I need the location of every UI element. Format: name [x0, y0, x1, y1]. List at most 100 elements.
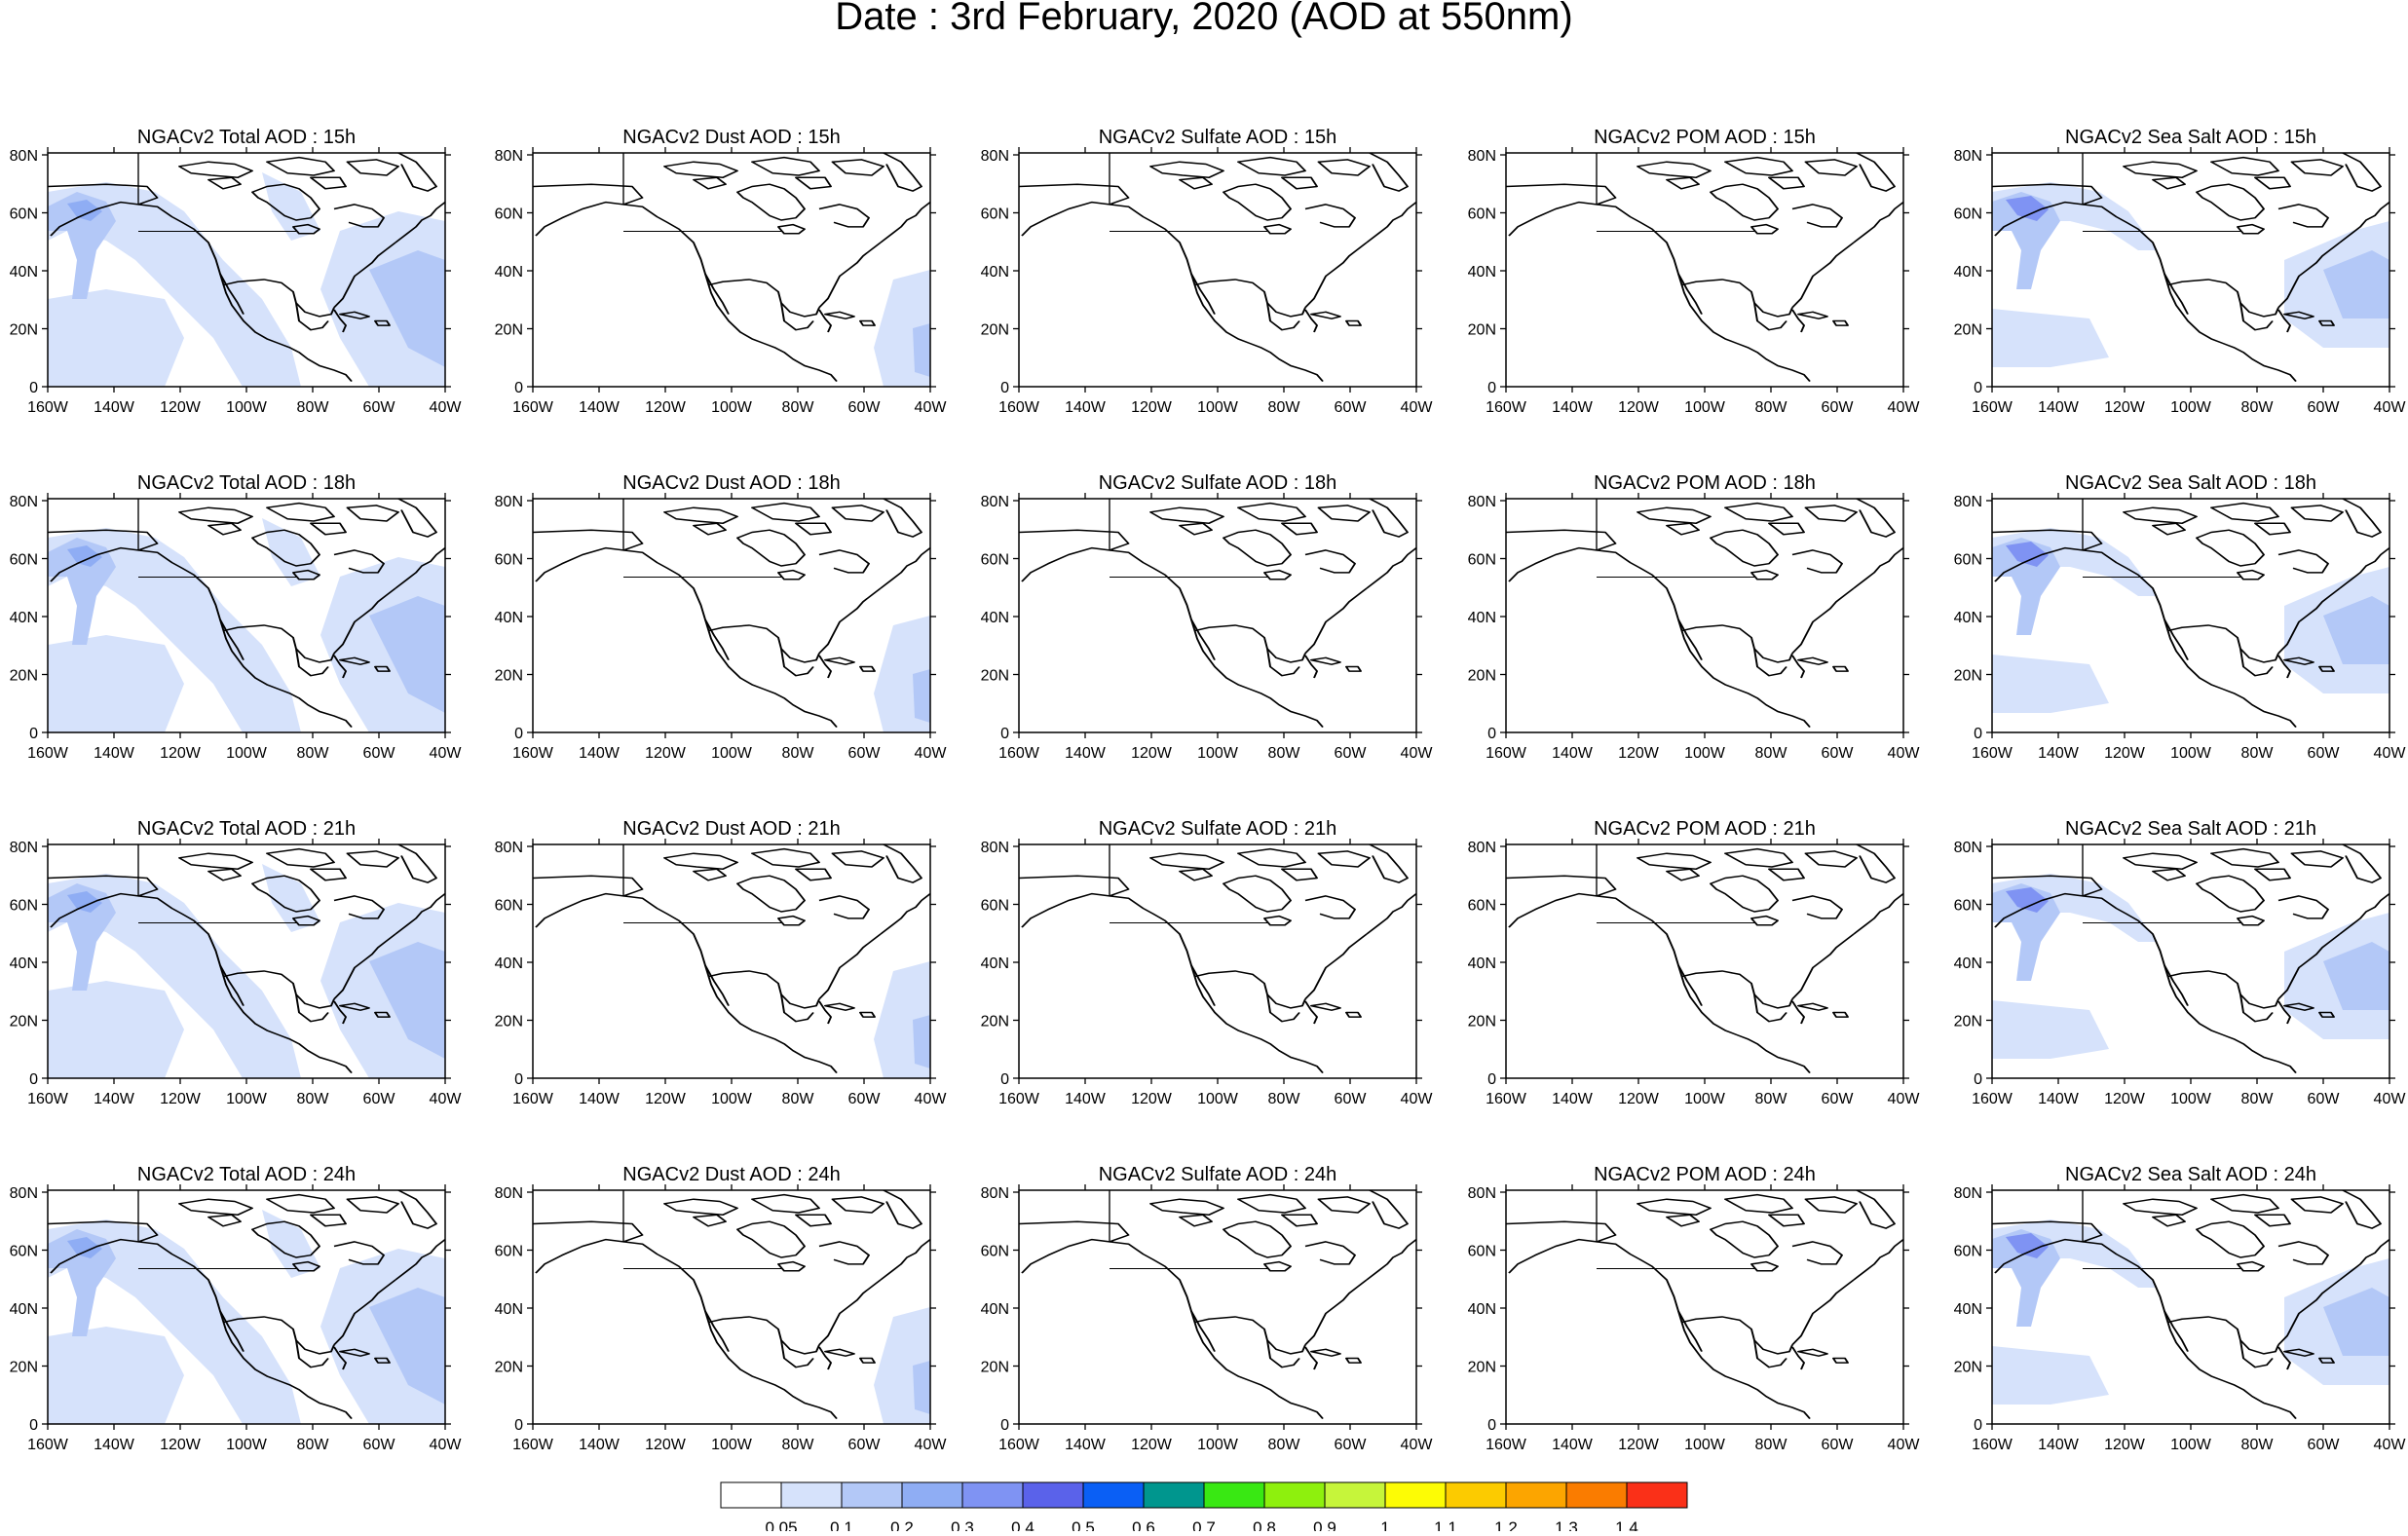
- aod-contour: [913, 1361, 930, 1414]
- lat-label: 80N: [1954, 148, 1982, 165]
- lat-label: 60N: [1954, 206, 1982, 223]
- lon-label: 100W: [226, 1437, 268, 1453]
- lat-label: 80N: [1468, 840, 1496, 856]
- lat-label: 0: [1000, 726, 1009, 742]
- panel-frame: [1505, 152, 1904, 388]
- lon-label: 60W: [1822, 1091, 1855, 1107]
- lon-label: 160W: [998, 1091, 1040, 1107]
- panel-title: NGACv2 Sea Salt AOD : 18h: [2065, 472, 2316, 494]
- lon-label: 80W: [2241, 745, 2275, 762]
- lon-label: 120W: [645, 1437, 687, 1453]
- lon-label: 40W: [1888, 1091, 1921, 1107]
- lat-label: 20N: [10, 1014, 38, 1030]
- lat-label: 80N: [981, 840, 1009, 856]
- lat-label: 60N: [1954, 1244, 1982, 1260]
- lon-label: 40W: [430, 399, 463, 416]
- lat-label: 0: [1487, 726, 1496, 742]
- lat-label: 80N: [1468, 1185, 1496, 1202]
- aod-contour: [67, 545, 102, 567]
- colorbar-label: 0.6: [1132, 1518, 1155, 1531]
- figure-title: Date : 3rd February, 2020 (AOD at 550nm): [835, 0, 1572, 38]
- lat-label: 80N: [1954, 1185, 1982, 1202]
- lat-label: 60N: [1468, 206, 1496, 223]
- lon-label: 120W: [160, 1437, 202, 1453]
- panel-frame: [1018, 1189, 1417, 1425]
- colorbar-label: 0.9: [1313, 1518, 1336, 1531]
- lat-label: 40N: [10, 1301, 38, 1318]
- lon-label: 160W: [998, 745, 1040, 762]
- panel-title: NGACv2 Sulfate AOD : 24h: [1099, 1164, 1337, 1185]
- lat-label: 60N: [495, 552, 523, 569]
- colorbar-label: 0.05: [765, 1518, 797, 1531]
- aod-field: [1019, 153, 1416, 383]
- lon-label: 80W: [297, 399, 330, 416]
- lon-label: 60W: [1822, 745, 1855, 762]
- lon-label: 160W: [27, 1091, 69, 1107]
- lat-label: 80N: [1468, 494, 1496, 510]
- lon-label: 160W: [1972, 1091, 2013, 1107]
- panel-title: NGACv2 Total AOD : 24h: [137, 1164, 356, 1185]
- map-panel: NGACv2 POM AOD : 15h 80N 60N 40N 20N 0 160W 140…: [1468, 127, 1921, 416]
- lon-label: 40W: [1888, 399, 1921, 416]
- aod-contour: [262, 518, 320, 586]
- panel-frame: [1505, 498, 1904, 733]
- panel-frame: [1505, 1189, 1904, 1425]
- lon-label: 40W: [915, 1091, 948, 1107]
- coastline: [1506, 844, 1903, 1074]
- lat-label: 20N: [10, 668, 38, 685]
- aod-contour: [67, 1237, 102, 1258]
- colorbar-swatch: [1263, 1481, 1326, 1509]
- lon-label: 40W: [1401, 1437, 1434, 1453]
- lon-label: 80W: [1755, 1091, 1788, 1107]
- lon-label: 40W: [2374, 399, 2407, 416]
- lat-label: 0: [1974, 726, 1982, 742]
- lat-label: 40N: [495, 1301, 523, 1318]
- aod-contour: [1992, 655, 2109, 713]
- panel-title: NGACv2 Total AOD : 15h: [137, 127, 356, 148]
- lat-label: 40N: [495, 610, 523, 626]
- coastline: [1019, 499, 1416, 729]
- aod-field: [1506, 844, 1903, 1074]
- lon-label: 80W: [297, 745, 330, 762]
- panel-title: NGACv2 POM AOD : 24h: [1594, 1164, 1816, 1185]
- lat-label: 60N: [1954, 552, 1982, 569]
- map-panel: NGACv2 Sea Salt AOD : 15h 80N 60N 40N 20N 0 16…: [1954, 127, 2407, 416]
- lat-label: 20N: [10, 322, 38, 339]
- lat-label: 60N: [10, 1244, 38, 1260]
- aod-field: [533, 499, 930, 732]
- lat-label: 20N: [1954, 668, 1982, 685]
- aod-contour: [48, 528, 301, 732]
- lon-label: 40W: [2374, 1437, 2407, 1453]
- colorbar: 0.05 0.1 0.2 0.3 0.4 0.5 0.6 0.7 0.8 0.9 1 1.1 1.2 1.…: [720, 1481, 1688, 1536]
- map-panel: NGACv2 Sulfate AOD : 18h 80N 60N 40N 20N 0 160…: [981, 472, 1434, 762]
- lon-label: 160W: [998, 1437, 1040, 1453]
- lon-label: 120W: [1131, 1091, 1173, 1107]
- lat-label: 40N: [1468, 1301, 1496, 1318]
- aod-field: [533, 1190, 930, 1424]
- panel-frame: [1018, 152, 1417, 388]
- lon-label: 120W: [160, 1091, 202, 1107]
- lat-label: 40N: [981, 955, 1009, 972]
- colorbar-label: 1.3: [1555, 1518, 1578, 1531]
- aod-field: [1992, 844, 2389, 1074]
- lon-label: 140W: [94, 1437, 135, 1453]
- lat-label: 80N: [495, 840, 523, 856]
- lon-label: 40W: [915, 1437, 948, 1453]
- lat-label: 40N: [1468, 955, 1496, 972]
- lon-label: 100W: [2170, 745, 2212, 762]
- lon-label: 160W: [512, 1437, 554, 1453]
- lon-label: 120W: [2104, 1437, 2146, 1453]
- aod-contour: [67, 891, 102, 913]
- lat-label: 40N: [981, 610, 1009, 626]
- lon-label: 60W: [363, 745, 396, 762]
- lon-label: 120W: [1131, 1437, 1173, 1453]
- lon-label: 140W: [1065, 1091, 1107, 1107]
- aod-contour: [1992, 1229, 2060, 1327]
- lon-label: 80W: [2241, 1091, 2275, 1107]
- map-panel: NGACv2 Dust AOD : 15h 80N 60N 40N 20N 0 160W 14…: [495, 127, 948, 416]
- lat-label: 20N: [981, 1014, 1009, 1030]
- lon-label: 160W: [512, 745, 554, 762]
- aod-field: [48, 499, 445, 732]
- lon-label: 100W: [1197, 1091, 1239, 1107]
- aod-contour: [48, 883, 116, 991]
